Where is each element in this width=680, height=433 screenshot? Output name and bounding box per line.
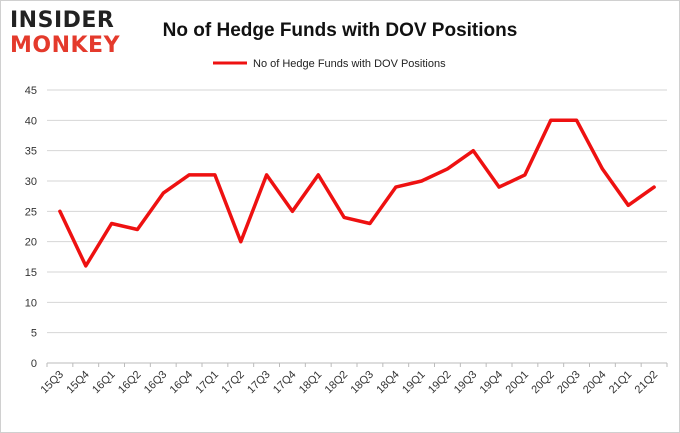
data-point (239, 240, 243, 244)
series-line (58, 118, 656, 268)
data-point (161, 191, 165, 195)
data-point (213, 173, 217, 177)
y-tick-label: 45 (25, 85, 37, 97)
data-point (549, 118, 553, 122)
data-point (626, 203, 630, 207)
y-tick-label: 35 (25, 146, 37, 158)
y-tick-label: 5 (31, 328, 37, 340)
data-point (575, 118, 579, 122)
data-point (316, 173, 320, 177)
data-point (290, 209, 294, 213)
data-point (187, 173, 191, 177)
data-point (394, 185, 398, 189)
logo-line1: INSIDER (10, 8, 114, 33)
grid-lines (47, 89, 667, 364)
data-point (265, 173, 269, 177)
data-point (420, 179, 424, 183)
data-point (497, 185, 501, 189)
data-point (84, 264, 88, 268)
data-point (135, 228, 139, 232)
legend-label: No of Hedge Funds with DOV Positions (253, 58, 446, 70)
brand-logo: INSIDER MONKEY (10, 8, 121, 58)
data-point (342, 215, 346, 219)
y-tick-label: 0 (31, 358, 37, 370)
y-tick-label: 25 (25, 206, 37, 218)
data-point (523, 173, 527, 177)
y-tick-label: 40 (25, 115, 37, 127)
data-point (652, 185, 656, 189)
data-point (368, 221, 372, 225)
data-point (445, 167, 449, 171)
series-group (58, 118, 656, 268)
y-tick-label: 30 (25, 176, 37, 188)
chart-title: No of Hedge Funds with DOV Positions (163, 20, 518, 41)
data-point (471, 149, 475, 153)
y-tick-label: 15 (25, 267, 37, 279)
data-point (58, 209, 62, 213)
y-tick-label: 10 (25, 297, 37, 309)
y-axis: 0 5 10 15 20 25 30 35 40 45 (25, 85, 37, 370)
data-point (600, 167, 604, 171)
y-tick-label: 20 (25, 237, 37, 249)
legend: No of Hedge Funds with DOV Positions (213, 58, 446, 70)
data-point (110, 221, 114, 225)
logo-line2: MONKEY (10, 33, 121, 58)
